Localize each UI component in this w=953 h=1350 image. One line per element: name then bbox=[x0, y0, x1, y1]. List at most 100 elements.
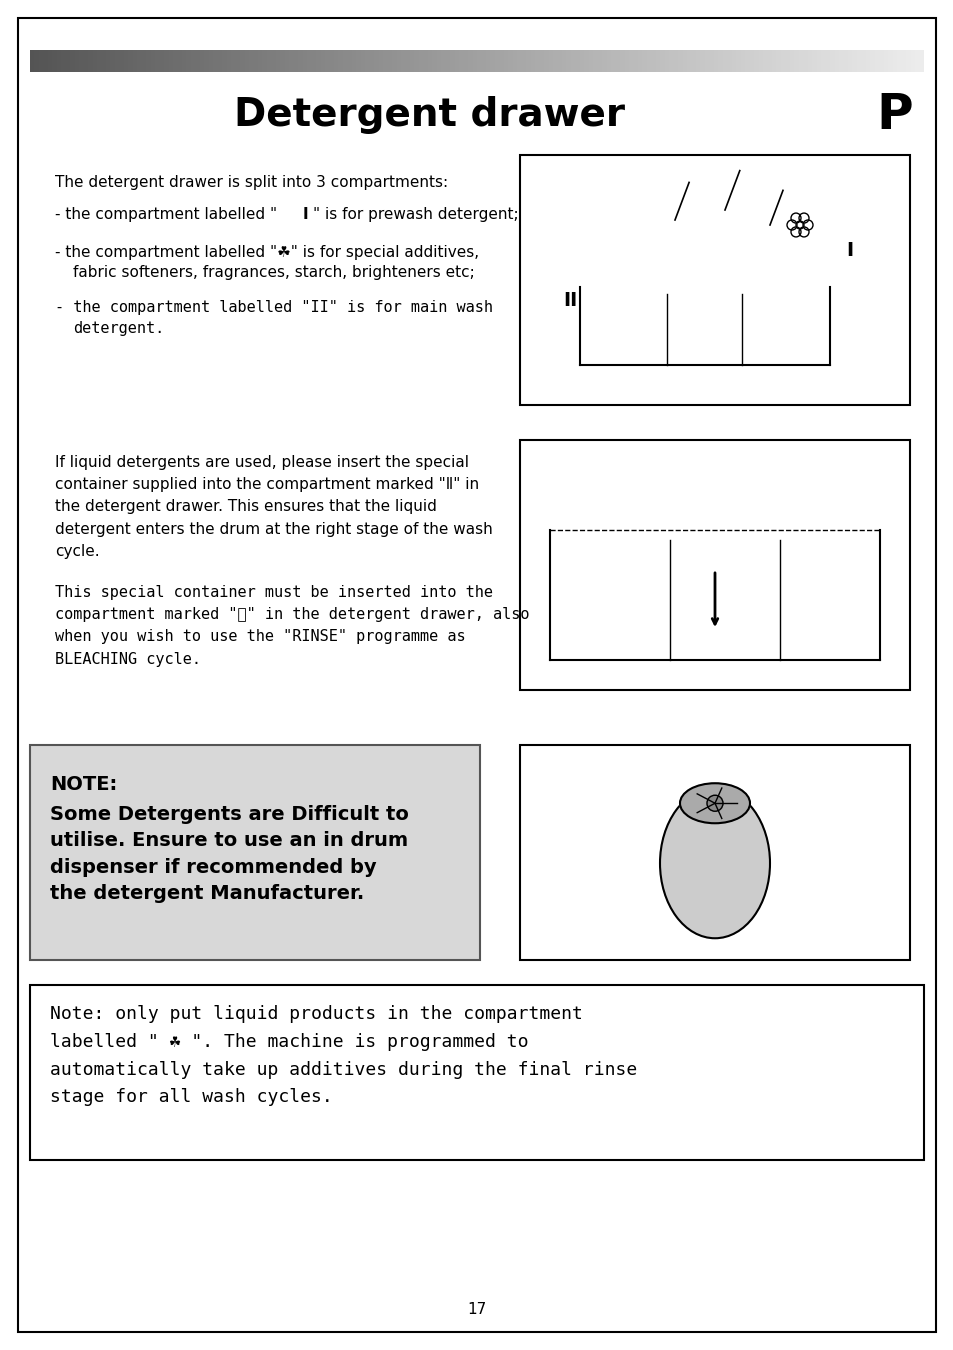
Bar bbox=[914, 50, 919, 72]
Bar bbox=[172, 50, 178, 72]
Bar bbox=[450, 50, 455, 72]
Bar bbox=[253, 50, 258, 72]
Bar bbox=[824, 50, 830, 72]
Bar bbox=[374, 50, 378, 72]
Bar bbox=[517, 50, 521, 72]
Bar bbox=[307, 50, 312, 72]
Bar bbox=[146, 50, 151, 72]
Bar bbox=[61, 50, 66, 72]
Bar bbox=[606, 50, 611, 72]
Bar bbox=[519, 155, 909, 405]
Bar bbox=[628, 50, 634, 72]
Bar bbox=[79, 50, 84, 72]
Bar bbox=[352, 50, 356, 72]
Bar bbox=[289, 50, 294, 72]
Bar bbox=[468, 50, 473, 72]
Bar bbox=[378, 50, 383, 72]
Bar bbox=[557, 50, 562, 72]
Bar bbox=[271, 50, 276, 72]
Text: II: II bbox=[562, 290, 577, 309]
Bar bbox=[199, 50, 205, 72]
Bar bbox=[400, 50, 406, 72]
Bar bbox=[298, 50, 303, 72]
Bar bbox=[887, 50, 892, 72]
Bar bbox=[847, 50, 852, 72]
Bar bbox=[436, 50, 441, 72]
Text: fabric softeners, fragrances, starch, brighteners etc;: fabric softeners, fragrances, starch, br… bbox=[73, 265, 475, 279]
Bar bbox=[142, 50, 147, 72]
Bar bbox=[217, 50, 222, 72]
Bar bbox=[704, 50, 709, 72]
Bar bbox=[177, 50, 182, 72]
Bar bbox=[164, 50, 169, 72]
Bar bbox=[383, 50, 388, 72]
Bar bbox=[204, 50, 209, 72]
Bar bbox=[124, 50, 129, 72]
Text: If liquid detergents are used, please insert the special
container supplied into: If liquid detergents are used, please in… bbox=[55, 455, 493, 559]
Bar bbox=[262, 50, 267, 72]
Bar bbox=[74, 50, 80, 72]
Bar bbox=[829, 50, 834, 72]
Bar bbox=[472, 50, 477, 72]
Bar bbox=[155, 50, 160, 72]
Bar bbox=[519, 745, 909, 960]
Bar bbox=[526, 50, 531, 72]
Bar bbox=[132, 50, 137, 72]
Bar bbox=[816, 50, 821, 72]
Bar bbox=[458, 50, 463, 72]
Bar bbox=[682, 50, 687, 72]
Bar bbox=[736, 50, 740, 72]
Bar bbox=[495, 50, 499, 72]
Bar bbox=[244, 50, 250, 72]
Bar bbox=[798, 50, 803, 72]
Bar bbox=[39, 50, 44, 72]
Bar bbox=[249, 50, 253, 72]
Bar bbox=[758, 50, 762, 72]
Bar bbox=[498, 50, 504, 72]
Bar bbox=[294, 50, 298, 72]
Bar bbox=[114, 50, 120, 72]
Text: Some Detergents are Difficult to
utilise. Ensure to use an in drum
dispenser if : Some Detergents are Difficult to utilise… bbox=[50, 805, 409, 903]
Bar bbox=[445, 50, 450, 72]
Bar bbox=[861, 50, 865, 72]
Bar bbox=[213, 50, 218, 72]
Bar bbox=[66, 50, 71, 72]
Text: - the compartment labelled ": - the compartment labelled " bbox=[55, 207, 276, 221]
Bar bbox=[530, 50, 535, 72]
Bar bbox=[619, 50, 624, 72]
Bar bbox=[611, 50, 616, 72]
Bar bbox=[432, 50, 436, 72]
Bar bbox=[485, 50, 491, 72]
Bar bbox=[709, 50, 714, 72]
Bar bbox=[280, 50, 285, 72]
Bar bbox=[905, 50, 910, 72]
Bar bbox=[601, 50, 606, 72]
Bar bbox=[329, 50, 335, 72]
Bar bbox=[476, 50, 481, 72]
Bar bbox=[191, 50, 195, 72]
Bar bbox=[159, 50, 165, 72]
Bar bbox=[896, 50, 902, 72]
Bar bbox=[718, 50, 722, 72]
Bar bbox=[583, 50, 589, 72]
Bar bbox=[588, 50, 593, 72]
Bar bbox=[691, 50, 696, 72]
Bar bbox=[169, 50, 173, 72]
Bar bbox=[771, 50, 776, 72]
Bar bbox=[624, 50, 629, 72]
Bar bbox=[731, 50, 736, 72]
Bar bbox=[44, 50, 49, 72]
Bar bbox=[370, 50, 375, 72]
Circle shape bbox=[706, 795, 722, 811]
Bar bbox=[789, 50, 794, 72]
Bar bbox=[302, 50, 307, 72]
Ellipse shape bbox=[679, 783, 749, 824]
Bar bbox=[781, 50, 785, 72]
Bar bbox=[593, 50, 598, 72]
Bar bbox=[111, 50, 115, 72]
Bar bbox=[646, 50, 651, 72]
Text: - the compartment labelled "II" is for main wash: - the compartment labelled "II" is for m… bbox=[55, 300, 493, 315]
Bar bbox=[919, 50, 923, 72]
Bar bbox=[195, 50, 200, 72]
Bar bbox=[678, 50, 682, 72]
